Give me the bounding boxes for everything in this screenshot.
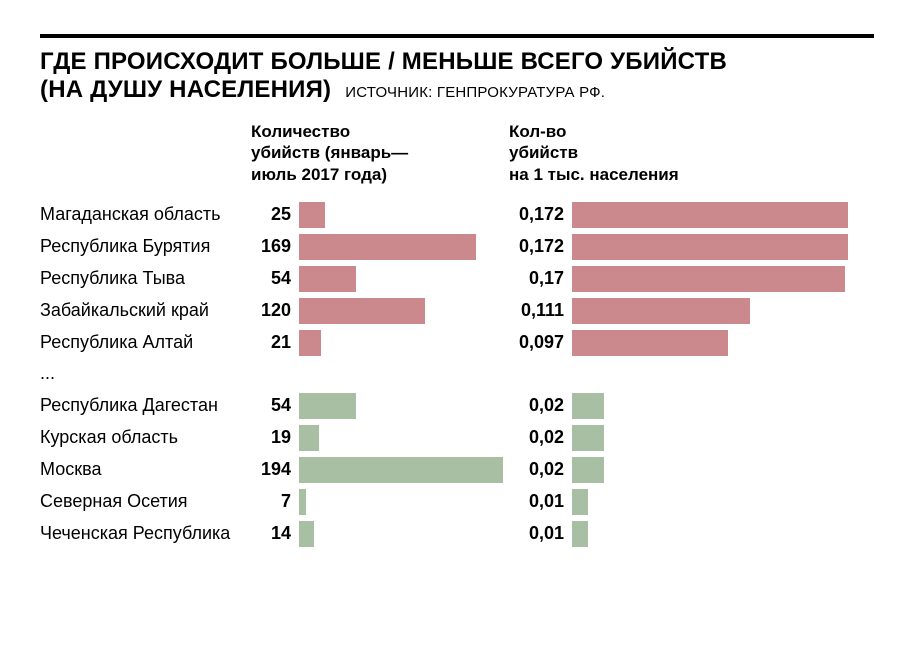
table-row: Республика Бурятия169 0,172: [40, 231, 874, 263]
count-bar: [299, 425, 319, 451]
count-value: 19: [245, 427, 299, 448]
rate-bar-wrap: [572, 457, 848, 483]
count-value: 194: [245, 459, 299, 480]
rate-value: 0,172: [509, 204, 572, 225]
count-value: 7: [245, 491, 299, 512]
table-row: Республика Дагестан54 0,02: [40, 390, 874, 422]
region-label: Забайкальский край: [40, 300, 245, 321]
count-bar-wrap: [299, 266, 509, 292]
title-block-2: (НА ДУШУ НАСЕЛЕНИЯ) ИСТОЧНИК: ГЕНПРОКУРА…: [40, 76, 874, 104]
rate-value: 0,111: [509, 300, 572, 321]
chart-title-line2: (НА ДУШУ НАСЕЛЕНИЯ): [40, 76, 331, 104]
count-bar: [299, 298, 425, 324]
count-bar: [299, 266, 356, 292]
count-bar-wrap: [299, 457, 509, 483]
ellipsis-separator: ...: [40, 359, 874, 390]
rate-bar: [572, 202, 848, 228]
count-bar: [299, 202, 325, 228]
header-rate: Кол-воубийствна 1 тыс. населения: [509, 121, 848, 185]
table-row: Магаданская область25 0,172: [40, 199, 874, 231]
count-value: 14: [245, 523, 299, 544]
region-label: Республика Дагестан: [40, 395, 245, 416]
rate-bar-wrap: [572, 266, 848, 292]
count-bar: [299, 489, 306, 515]
count-value: 25: [245, 204, 299, 225]
chart-rows: Магаданская область250,172Республика Бур…: [40, 199, 874, 550]
count-bar-wrap: [299, 521, 509, 547]
top-rule: [40, 34, 874, 38]
count-bar-wrap: [299, 489, 509, 515]
rate-bar-wrap: [572, 425, 848, 451]
region-label: Курская область: [40, 427, 245, 448]
rate-value: 0,172: [509, 236, 572, 257]
chart-title-line1: ГДЕ ПРОИСХОДИТ БОЛЬШЕ / МЕНЬШЕ ВСЕГО УБИ…: [40, 48, 727, 76]
title-block: ГДЕ ПРОИСХОДИТ БОЛЬШЕ / МЕНЬШЕ ВСЕГО УБИ…: [40, 48, 874, 76]
rate-value: 0,02: [509, 427, 572, 448]
rate-value: 0,02: [509, 395, 572, 416]
column-headers: Количествоубийств (январь—июль 2017 года…: [40, 121, 874, 185]
rate-bar-wrap: [572, 393, 848, 419]
rate-bar: [572, 234, 848, 260]
rate-bar: [572, 298, 750, 324]
count-value: 54: [245, 395, 299, 416]
rate-bar: [572, 393, 604, 419]
header-count: Количествоубийств (январь—июль 2017 года…: [251, 121, 509, 185]
rate-bar: [572, 457, 604, 483]
table-row: Республика Алтай21 0,097: [40, 327, 874, 359]
table-row: Чеченская Республика14 0,01: [40, 518, 874, 550]
count-bar-wrap: [299, 393, 509, 419]
rate-bar-wrap: [572, 234, 848, 260]
rate-value: 0,01: [509, 491, 572, 512]
rate-value: 0,02: [509, 459, 572, 480]
count-bar-wrap: [299, 330, 509, 356]
chart-source: ИСТОЧНИК: ГЕНПРОКУРАТУРА РФ.: [345, 84, 605, 101]
region-label: Москва: [40, 459, 245, 480]
chart-container: ГДЕ ПРОИСХОДИТ БОЛЬШЕ / МЕНЬШЕ ВСЕГО УБИ…: [0, 0, 914, 570]
region-label: Республика Тыва: [40, 268, 245, 289]
table-row: Москва194 0,02: [40, 454, 874, 486]
count-bar-wrap: [299, 425, 509, 451]
rate-value: 0,097: [509, 332, 572, 353]
rate-value: 0,17: [509, 268, 572, 289]
count-bar: [299, 457, 503, 483]
region-label: Чеченская Республика: [40, 523, 245, 544]
rate-bar: [572, 489, 588, 515]
count-bar-wrap: [299, 202, 509, 228]
region-label: Республика Алтай: [40, 332, 245, 353]
rate-bar-wrap: [572, 489, 848, 515]
count-value: 54: [245, 268, 299, 289]
count-value: 169: [245, 236, 299, 257]
rate-bar-wrap: [572, 298, 848, 324]
table-row: Курская область19 0,02: [40, 422, 874, 454]
table-row: Забайкальский край120 0,111: [40, 295, 874, 327]
count-value: 21: [245, 332, 299, 353]
count-bar: [299, 393, 356, 419]
region-label: Магаданская область: [40, 204, 245, 225]
count-bar-wrap: [299, 298, 509, 324]
count-value: 120: [245, 300, 299, 321]
rate-bar: [572, 266, 845, 292]
rate-bar-wrap: [572, 202, 848, 228]
count-bar: [299, 330, 321, 356]
rate-bar: [572, 425, 604, 451]
rate-bar-wrap: [572, 330, 848, 356]
region-label: Северная Осетия: [40, 491, 245, 512]
region-label: Республика Бурятия: [40, 236, 245, 257]
rate-bar: [572, 330, 728, 356]
count-bar: [299, 521, 314, 547]
table-row: Республика Тыва54 0,17: [40, 263, 874, 295]
table-row: Северная Осетия7 0,01: [40, 486, 874, 518]
rate-bar-wrap: [572, 521, 848, 547]
rate-bar: [572, 521, 588, 547]
count-bar-wrap: [299, 234, 509, 260]
count-bar: [299, 234, 476, 260]
rate-value: 0,01: [509, 523, 572, 544]
